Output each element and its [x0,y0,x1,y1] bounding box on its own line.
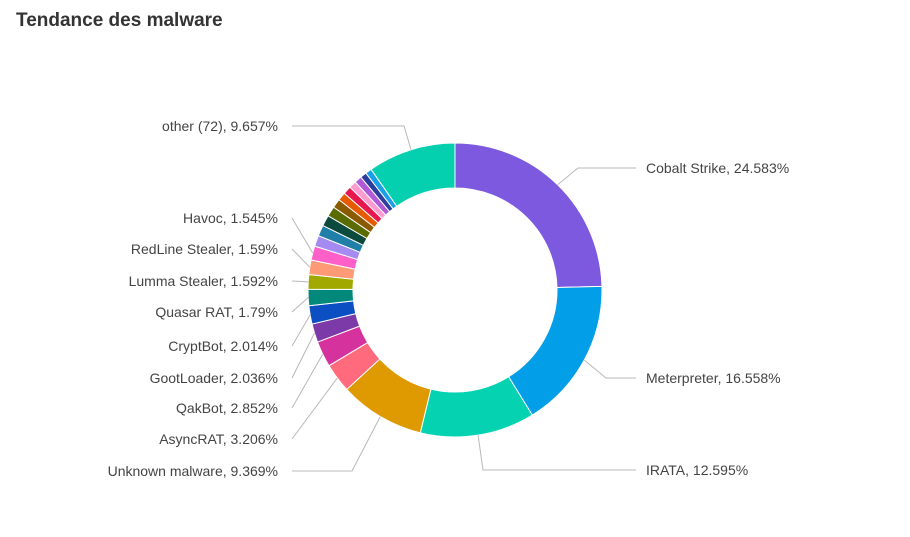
leader-line [557,167,636,186]
leader-line [291,280,309,283]
leader-line [291,353,324,409]
slice-label: Cobalt Strike, 24.583% [646,160,789,176]
donut-slice[interactable] [507,285,603,416]
slice-label: QakBot, 2.852% [176,400,278,416]
slice-label: RedLine Stealer, 1.59% [131,241,278,257]
leader-line [291,217,314,254]
slice-label: Quasar RAT, 1.79% [155,304,278,320]
donut-slice[interactable] [454,142,603,289]
slice-label: Meterpreter, 16.558% [646,370,781,386]
leader-line [292,125,412,150]
leader-lines [291,125,636,472]
chart-title: Tendance des malware [16,10,223,31]
slice-label: GootLoader, 2.036% [150,370,278,386]
slice-label: CryptBot, 2.014% [168,338,278,354]
slice-label: Unknown malware, 9.369% [108,463,278,479]
slice-label: IRATA, 12.595% [646,462,748,478]
donut-slices [307,142,603,438]
leader-line [291,248,311,268]
leader-line [292,416,381,472]
slice-labels: Cobalt Strike, 24.583% Meterpreter, 16.55… [108,118,790,479]
leader-line [583,359,636,379]
slice-label: Havoc, 1.545% [183,210,278,226]
leader-line [477,435,636,471]
leader-line [291,314,311,347]
slice-label: other (72), 9.657% [162,118,278,134]
leader-line [291,332,315,379]
donut-slice[interactable] [370,142,456,207]
slice-label: Lumma Stealer, 1.592% [129,273,278,289]
leader-line [291,297,309,313]
slice-label: AsyncRAT, 3.206% [159,431,278,447]
leader-line [291,377,338,440]
